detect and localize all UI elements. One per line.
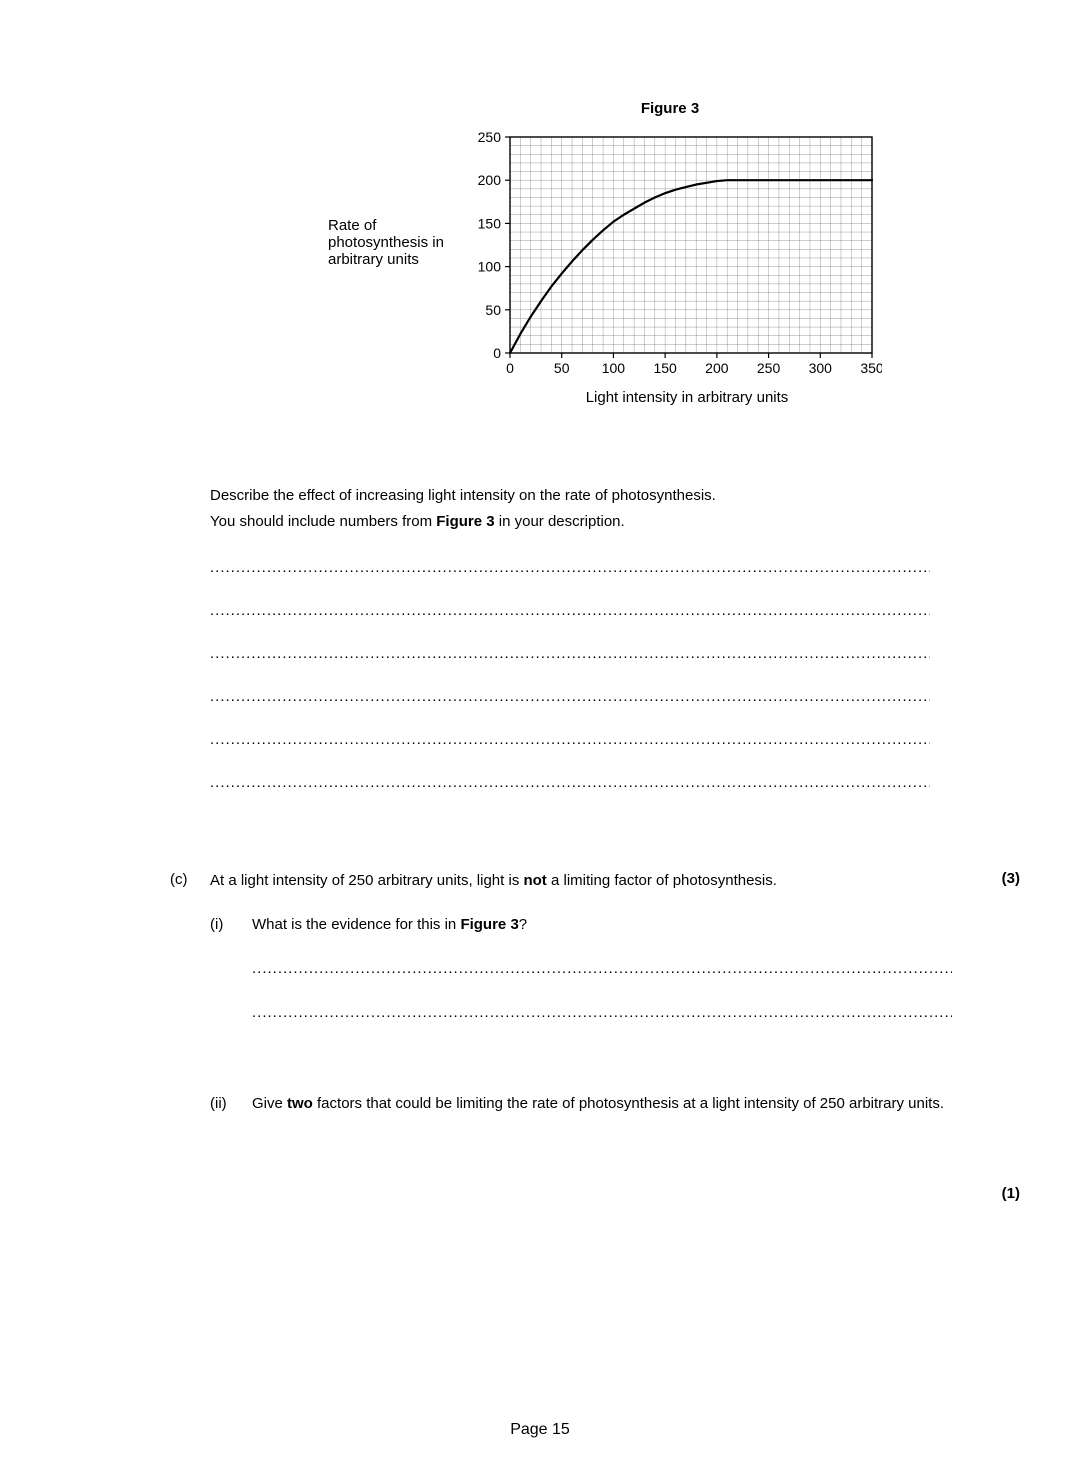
c-stem-bold: not xyxy=(523,872,546,889)
svg-text:50: 50 xyxy=(554,360,570,376)
svg-text:100: 100 xyxy=(602,360,626,376)
c-ii-pre: Give xyxy=(252,1095,287,1112)
part-c-stem: At a light intensity of 250 arbitrary un… xyxy=(210,871,970,891)
svg-text:200: 200 xyxy=(478,172,502,188)
c-i-num: (i) xyxy=(210,915,252,935)
part-c-content: At a light intensity of 250 arbitrary un… xyxy=(210,871,970,1114)
svg-text:150: 150 xyxy=(478,215,502,231)
c-i-text: What is the evidence for this in Figure … xyxy=(252,915,952,935)
svg-text:200: 200 xyxy=(705,360,729,376)
marks-c-i: (1) xyxy=(1002,1185,1020,1202)
svg-text:250: 250 xyxy=(478,129,502,145)
svg-text:250: 250 xyxy=(757,360,781,376)
dotted-answer-line: ........................................… xyxy=(210,731,930,748)
instruction-line-1: Describe the effect of increasing light … xyxy=(210,486,930,506)
svg-text:50: 50 xyxy=(485,302,501,318)
figure-title: Figure 3 xyxy=(340,100,1000,117)
svg-text:100: 100 xyxy=(478,259,502,275)
c-ii-bold: two xyxy=(287,1095,313,1112)
c-stem-pre: At a light intensity of 250 arbitrary un… xyxy=(210,872,523,889)
answer-lines-c-i: ........................................… xyxy=(252,959,952,1024)
c-i-pre: What is the evidence for this in xyxy=(252,916,460,933)
dotted-answer-line: ........................................… xyxy=(210,559,930,576)
marks-b: (3) xyxy=(1002,870,1020,887)
page-number: Page 15 xyxy=(0,1421,1080,1439)
dotted-answer-line: ........................................… xyxy=(210,645,930,662)
instr2-post: in your description. xyxy=(495,513,625,530)
part-c-letter: (c) xyxy=(170,871,210,888)
c-ii-content: Give two factors that could be limiting … xyxy=(252,1094,952,1114)
svg-text:300: 300 xyxy=(809,360,833,376)
svg-text:0: 0 xyxy=(493,345,501,361)
svg-text:150: 150 xyxy=(653,360,677,376)
chart-block: Rate of photosynthesis in arbitrary unit… xyxy=(210,127,1000,406)
dotted-answer-line: ........................................… xyxy=(252,959,952,979)
c-i-post: ? xyxy=(519,916,527,933)
c-i-content: What is the evidence for this in Figure … xyxy=(252,915,952,1024)
c-i-bold: Figure 3 xyxy=(460,916,518,933)
instr2-bold: Figure 3 xyxy=(436,513,494,530)
photosynthesis-chart: 0 50 100 150 200 250 300 350 0 50 100 150 200 250 xyxy=(462,127,882,387)
dotted-answer-line: ........................................… xyxy=(210,774,930,791)
y-axis-label: Rate of photosynthesis in arbitrary unit… xyxy=(328,217,458,268)
c-stem-post: a limiting factor of photosynthesis. xyxy=(547,872,777,889)
part-c-ii: (ii) Give two factors that could be limi… xyxy=(210,1094,970,1114)
svg-text:0: 0 xyxy=(506,360,514,376)
instruction-line-2: You should include numbers from Figure 3… xyxy=(210,512,930,532)
chart-column: 0 50 100 150 200 250 300 350 0 50 100 150 200 250 Lig… xyxy=(462,127,882,406)
part-c: (c) At a light intensity of 250 arbitrar… xyxy=(170,871,1000,1114)
answer-lines-b: ........................................… xyxy=(210,559,930,791)
dotted-answer-line: ........................................… xyxy=(252,1003,952,1023)
dotted-answer-line: ........................................… xyxy=(210,602,930,619)
x-axis-label: Light intensity in arbitrary units xyxy=(586,389,789,406)
question-b-body: Describe the effect of increasing light … xyxy=(210,486,930,791)
part-c-i: (i) What is the evidence for this in Fig… xyxy=(210,915,970,1024)
c-ii-num: (ii) xyxy=(210,1094,252,1114)
exam-page: Figure 3 Rate of photosynthesis in arbit… xyxy=(0,0,1080,1475)
instr2-pre: You should include numbers from xyxy=(210,513,436,530)
dotted-answer-line: ........................................… xyxy=(210,688,930,705)
svg-text:350: 350 xyxy=(860,360,882,376)
c-ii-text: Give two factors that could be limiting … xyxy=(252,1094,952,1114)
c-ii-post: factors that could be limiting the rate … xyxy=(313,1095,944,1112)
